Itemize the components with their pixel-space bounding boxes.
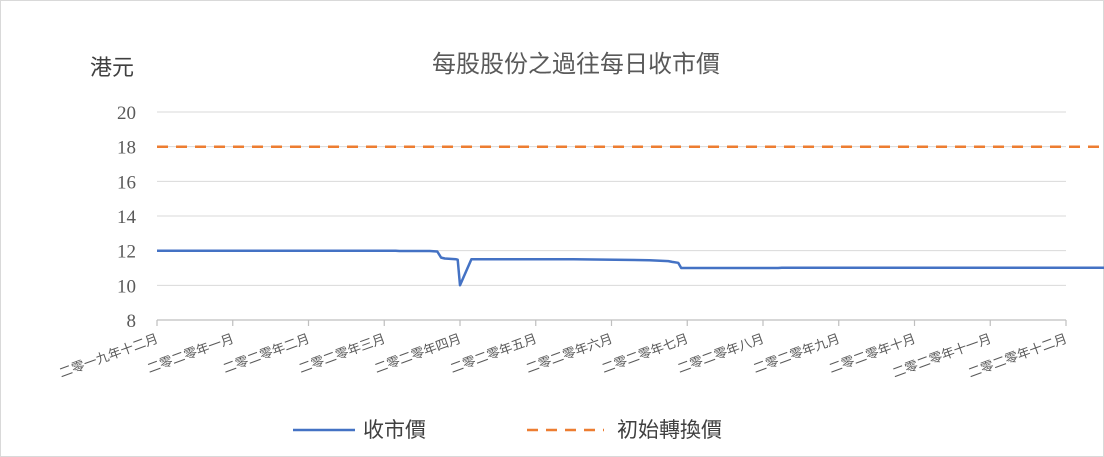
x-tick-label: 二零二零年九月	[751, 331, 842, 376]
x-tick-label: 二零二零年八月	[675, 331, 766, 376]
x-tick-label: 二零二零年三月	[297, 331, 388, 376]
series-lines	[157, 145, 1104, 287]
y-axis-label: 港元	[90, 55, 134, 80]
chart-title: 每股股份之過往每日收市價	[432, 51, 720, 78]
y-tick-label: 12	[117, 242, 136, 263]
series-line-close-price	[157, 249, 1104, 287]
x-tick-label: 二零二零年四月	[372, 331, 463, 376]
x-tick-label: 二零二零年二月	[221, 331, 312, 376]
x-tick-labels: 二零一九年十二月二零二零年一月二零二零年二月二零二零年三月二零二零年四月二零二零…	[57, 331, 1069, 381]
y-tick-label: 18	[117, 138, 136, 159]
x-tick-label: 二零二零年七月	[600, 331, 691, 376]
x-tick-label: 二零二零年五月	[448, 331, 539, 376]
y-tick-label: 20	[117, 103, 136, 124]
y-tick-label: 8	[127, 311, 137, 332]
x-tick-label: 二零二零年一月	[145, 331, 236, 376]
x-tick-label: 二零一九年十二月	[57, 331, 160, 381]
legend-item-conversion-price: 初始轉換價	[527, 418, 722, 442]
legend-item-close-price: 收市價	[293, 418, 426, 442]
x-axis	[156, 319, 1067, 326]
legend-label-conversion-price: 初始轉換價	[617, 418, 722, 442]
legend-label-close-price: 收市價	[363, 418, 426, 442]
y-tick-label: 10	[117, 276, 136, 297]
y-tick-label: 14	[117, 207, 137, 228]
legend: 收市價 初始轉換價	[293, 418, 722, 442]
x-tick-label: 二零二零年六月	[524, 331, 615, 376]
y-tick-label: 16	[117, 172, 136, 193]
y-tick-labels: 8 10 12 14 16 18 20	[117, 103, 137, 332]
